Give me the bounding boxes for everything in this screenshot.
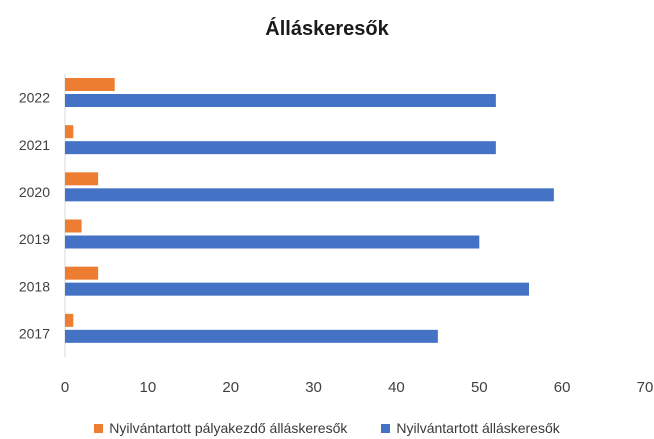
chart-title: Álláskeresők: [265, 18, 389, 40]
x-tick-label: 40: [388, 379, 405, 396]
x-tick-label: 0: [61, 379, 69, 396]
bar-allaskeresok: [65, 329, 438, 343]
bar-allaskeresok: [65, 188, 554, 202]
x-tick-label: 20: [222, 379, 239, 396]
legend: Nyilvántartott pályakezdő álláskeresők N…: [0, 420, 654, 436]
y-tick-label: 2021: [19, 137, 50, 153]
bar-allaskeresok: [65, 235, 480, 249]
x-tick-label: 10: [140, 379, 157, 396]
y-tick-label: 2020: [19, 184, 50, 200]
legend-swatch-allaskeresok: [381, 423, 391, 433]
legend-label-allaskeresok: Nyilvántartott álláskeresők: [396, 420, 560, 436]
y-tick-label: 2018: [19, 278, 50, 294]
bar-allaskeresok: [65, 141, 496, 155]
bar-palyakezdo: [65, 219, 82, 233]
legend-item-palyakezdo: Nyilvántartott pályakezdő álláskeresők: [94, 420, 347, 436]
bar-palyakezdo: [65, 313, 74, 327]
bar-palyakezdo: [65, 266, 99, 280]
x-tick-label: 60: [554, 379, 571, 396]
y-tick-label: 2019: [19, 231, 50, 247]
bar-allaskeresok: [65, 282, 529, 296]
bar-palyakezdo: [65, 78, 115, 91]
legend-swatch-palyakezdo: [94, 423, 104, 433]
legend-label-palyakezdo: Nyilvántartott pályakezdő álláskeresők: [109, 420, 348, 436]
y-tick-label: 2022: [19, 90, 50, 106]
x-tick-label: 50: [471, 379, 488, 396]
legend-item-allaskeresok: Nyilvántartott álláskeresők: [381, 420, 560, 436]
bar-allaskeresok: [65, 94, 496, 107]
bar-palyakezdo: [65, 125, 74, 139]
x-tick-label: 70: [637, 379, 654, 396]
bar-palyakezdo: [65, 172, 99, 186]
y-tick-label: 2017: [19, 325, 50, 341]
x-tick-label: 30: [305, 379, 322, 396]
